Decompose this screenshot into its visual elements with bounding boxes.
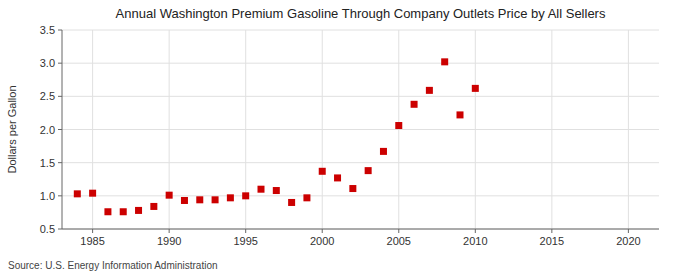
x-tick-label: 1985 [80,235,104,247]
point [426,87,433,94]
y-tick [58,30,62,31]
y-grid-line [62,129,659,130]
point [258,186,265,193]
x-tick [92,229,93,233]
x-tick-label: 2010 [463,235,487,247]
y-axis-line [62,30,63,229]
point [89,190,96,197]
y-tick [58,162,62,163]
point [181,197,188,204]
y-axis-label: Dollars per Gallon [6,85,18,173]
point [303,194,310,201]
point [104,208,111,215]
point [380,148,387,155]
point [349,185,356,192]
y-tick [58,229,62,230]
source: Source: U.S. Energy Information Administ… [8,260,218,271]
x-tick [322,229,323,233]
point [457,111,464,118]
y-tick [58,63,62,64]
y-grid-line [62,63,659,64]
y-grid-line [62,229,659,230]
x-tick [245,229,246,233]
y-grid-line [62,30,659,31]
x-tick [475,229,476,233]
point [365,167,372,174]
point [74,190,81,197]
axes: 1985 1990 1995 2000 2005 2010 2015 2020 0.5 1.0 1.… [40,24,659,247]
point [411,101,418,108]
y-grid-line [62,195,659,196]
points [74,58,479,215]
point [273,187,280,194]
point [150,203,157,210]
point [120,208,127,215]
y-tick-label: 3.0 [40,57,55,69]
x-tick [551,229,552,233]
x-tick-label: 1995 [233,235,257,247]
point [196,196,203,203]
point [135,207,142,214]
y-grid-line [62,162,659,163]
point [395,122,402,129]
x-tick [398,229,399,233]
title: Annual Washington Premium Gasoline Throu… [116,6,606,21]
x-tick-label: 2015 [540,235,564,247]
point [212,196,219,203]
point [227,194,234,201]
x-axis-line [62,229,659,230]
point [319,168,326,175]
x-tick [169,229,170,233]
x-tick-label: 2005 [387,235,411,247]
chart: 1985 1990 1995 2000 2005 2010 2015 2020 0.5 1.0 1.… [0,0,675,275]
y-tick-label: 1.0 [40,190,55,202]
x-tick-label: 2020 [616,235,640,247]
y-grid-line [62,96,659,97]
y-tick-label: 2.5 [40,90,55,102]
point [166,192,173,199]
y-tick-label: 1.5 [40,157,55,169]
point [288,199,295,206]
y-tick-label: 2.0 [40,124,55,136]
y-tick [58,195,62,196]
y-tick [58,129,62,130]
x-tick-label: 1990 [157,235,181,247]
x-tick-label: 2000 [310,235,334,247]
point [472,85,479,92]
point [334,174,341,181]
grid [62,30,659,229]
point [441,58,448,65]
y-tick-label: 3.5 [40,24,55,36]
x-tick [628,229,629,233]
y-tick-label: 0.5 [40,223,55,235]
point [242,192,249,199]
y-tick [58,96,62,97]
